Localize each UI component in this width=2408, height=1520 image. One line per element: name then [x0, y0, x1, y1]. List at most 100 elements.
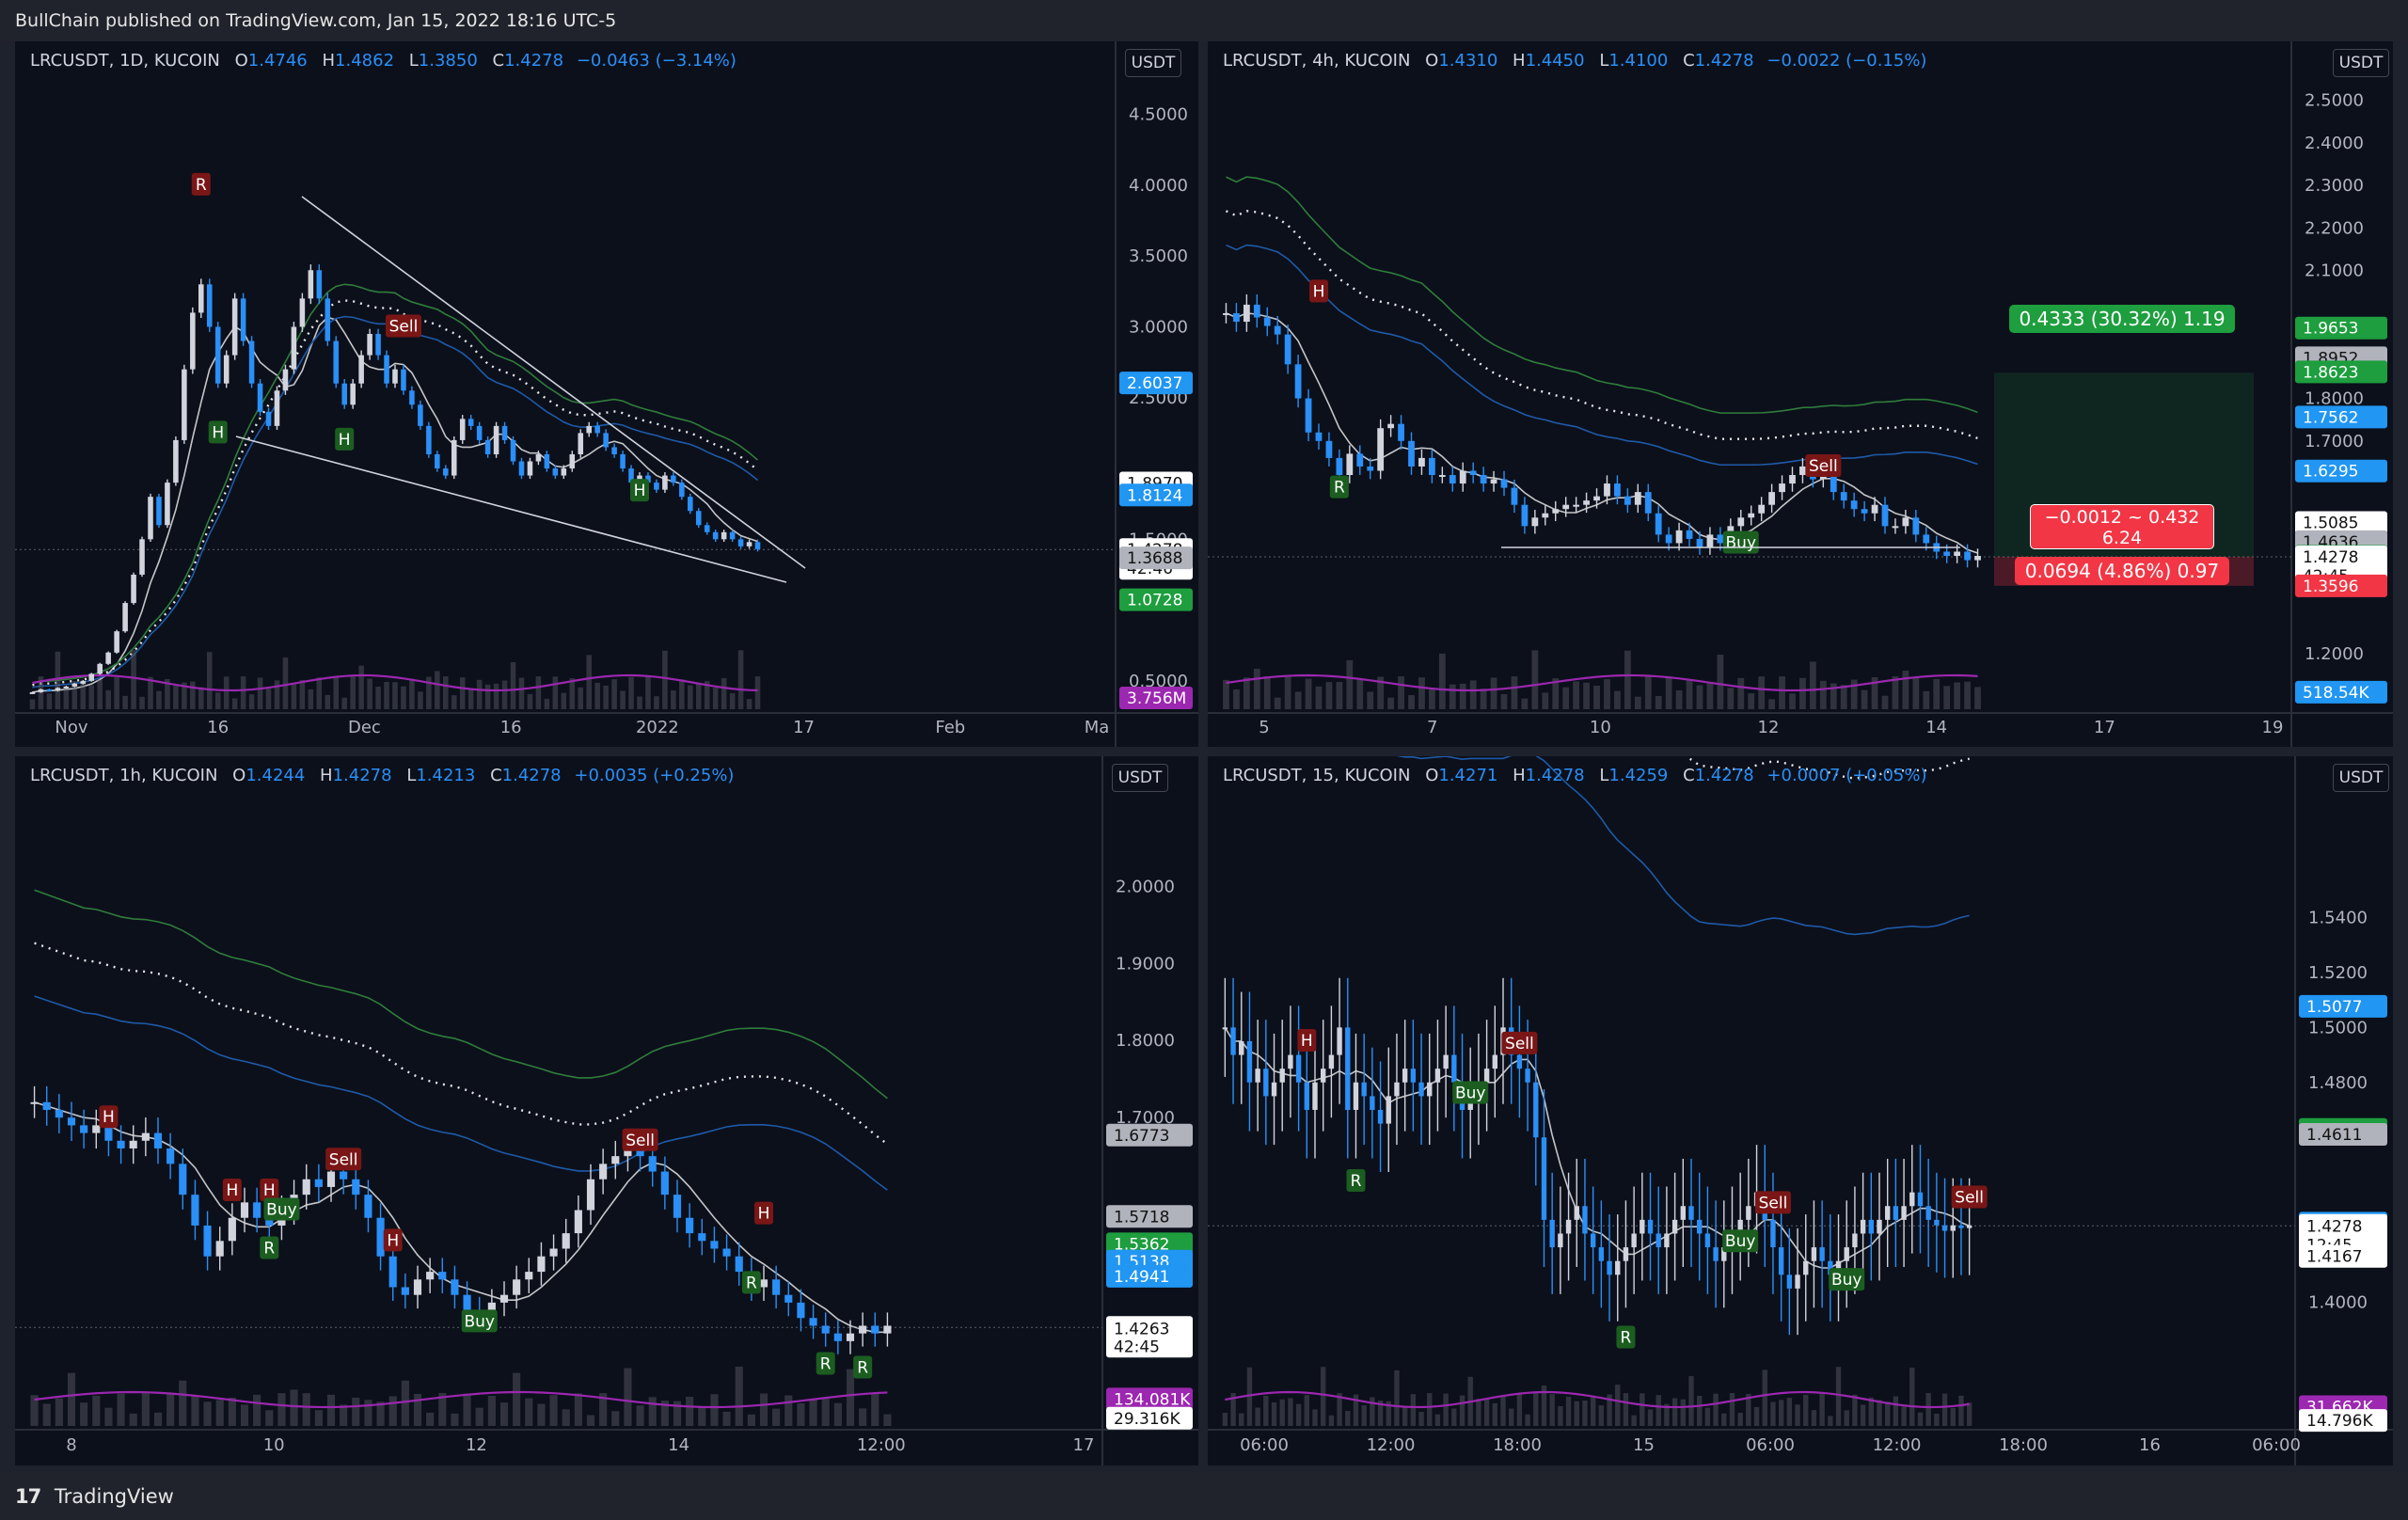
candle — [291, 322, 297, 374]
ohlc-header: LRCUSDT, 1h, KUCOIN O1.4244 H1.4278 L1.4… — [30, 766, 735, 785]
signal-badge-sell: Sell — [622, 1128, 658, 1151]
candle — [1573, 497, 1580, 514]
candle — [1871, 497, 1878, 522]
volume-bar — [686, 1396, 694, 1426]
svg-text:518.54K: 518.54K — [2303, 684, 2369, 703]
close-value: 1.4278 — [501, 766, 562, 785]
candle — [1634, 483, 1641, 514]
candle — [746, 539, 752, 549]
volume-bar — [401, 1380, 409, 1426]
candle — [586, 421, 592, 437]
candle — [513, 1265, 521, 1309]
candle — [1877, 1172, 1882, 1281]
ma-long-line — [34, 889, 888, 1100]
candle — [1233, 303, 1240, 332]
currency-button[interactable]: USDT — [1112, 764, 1168, 792]
chart-panel-15m[interactable]: LRCUSDT, 15, KUCOIN O1.4271 H1.4278 L1.4… — [1208, 756, 2393, 1465]
candle — [809, 1305, 817, 1339]
candle — [1410, 1020, 1417, 1132]
candle — [231, 293, 238, 360]
candle — [1451, 1005, 1457, 1132]
candle — [257, 379, 263, 417]
volume-bar — [67, 1372, 76, 1426]
candle — [1521, 497, 1529, 534]
volume-bar — [679, 679, 685, 709]
chart-panel-1d[interactable]: LRCUSDT, 1D, KUCOIN O1.4746 H1.4862 L1.3… — [15, 41, 1198, 747]
ma-fast-line — [1224, 1026, 1970, 1269]
footer-brand[interactable]: TradingView — [54, 1485, 174, 1508]
time-axis-tick: 10 — [1590, 718, 1611, 737]
svg-text:1.7562: 1.7562 — [2303, 408, 2358, 427]
volume-bar — [1664, 1403, 1670, 1426]
profit-target-box[interactable]: 0.4333 (30.32%) 1.19 — [2009, 305, 2235, 333]
volume-bar — [1923, 690, 1930, 709]
candle — [1315, 423, 1323, 451]
price-tag: 1.6773 — [1106, 1123, 1193, 1147]
candle — [1492, 1005, 1497, 1118]
volume-bar — [71, 680, 78, 709]
candle — [620, 451, 626, 472]
volume-bar — [1562, 687, 1570, 709]
volume-bar — [1542, 692, 1549, 709]
candle — [1706, 527, 1714, 555]
high-value: 1.4278 — [332, 766, 392, 785]
volume-bar — [1647, 1409, 1654, 1426]
candle — [1469, 462, 1477, 483]
chart-panel-1h[interactable]: LRCUSDT, 1h, KUCOIN O1.4244 H1.4278 L1.4… — [15, 756, 1198, 1465]
chart-panel-4h[interactable]: LRCUSDT, 4h, KUCOIN O1.4310 H1.4450 L1.4… — [1208, 41, 2393, 747]
volume-bar — [671, 690, 676, 709]
currency-button[interactable]: USDT — [2333, 764, 2389, 792]
ma-fast-line — [32, 316, 758, 693]
open-value: 1.4244 — [246, 766, 306, 785]
currency-button[interactable]: USDT — [1125, 49, 1181, 77]
volume-bar — [784, 1395, 793, 1426]
candle — [1295, 1005, 1302, 1132]
candle — [67, 1101, 76, 1142]
volume-bar — [1917, 1412, 1924, 1426]
volume-bar — [1428, 689, 1435, 709]
candle — [401, 364, 406, 395]
candle — [165, 479, 170, 529]
low-value: 1.4213 — [416, 766, 476, 785]
candle — [314, 1164, 323, 1202]
volume-bar — [367, 678, 372, 709]
volume-bar — [1819, 680, 1827, 709]
signal-badge-sell: Sell — [325, 1148, 362, 1171]
candle — [544, 451, 550, 472]
candle — [274, 386, 280, 431]
candle — [350, 379, 356, 409]
price-axis-tick: 2.3000 — [2305, 176, 2364, 196]
candle — [459, 415, 466, 444]
candle — [63, 686, 70, 689]
volume-bar — [637, 696, 642, 709]
price-axis-tick: 1.2000 — [2305, 644, 2364, 664]
candle — [1624, 488, 1631, 514]
ma-slow-line — [34, 995, 888, 1191]
price-axis-tick: 2.4000 — [2305, 134, 2364, 153]
volume-bar — [1459, 1395, 1465, 1426]
candle — [1923, 527, 1930, 551]
candle — [248, 336, 255, 388]
price-axis-tick: 1.5400 — [2308, 908, 2368, 927]
volume-bar — [620, 690, 626, 709]
open-value: 1.4271 — [1438, 766, 1498, 785]
svg-text:Buy: Buy — [1726, 533, 1757, 552]
volume-bar — [1574, 1401, 1579, 1426]
time-axis-tick: 5 — [1259, 718, 1269, 737]
volume-bar — [1246, 1367, 1253, 1426]
candle — [1321, 1020, 1326, 1132]
volume-bar — [1893, 1396, 1899, 1426]
candle — [821, 1312, 830, 1347]
candle — [1647, 1172, 1654, 1281]
volume-bar — [1509, 1408, 1514, 1426]
candle — [341, 379, 347, 409]
volume-bar — [326, 1394, 336, 1426]
currency-button[interactable]: USDT — [2333, 49, 2389, 77]
candle — [501, 421, 508, 444]
candle — [30, 1085, 39, 1118]
candle — [1541, 1089, 1547, 1268]
position-info-box[interactable]: −0.0012 ~ 0.432 6.24 — [2030, 504, 2214, 549]
candle — [1717, 527, 1724, 551]
stop-loss-box[interactable]: 0.0694 (4.86%) 0.97 — [2015, 557, 2229, 585]
signal-badge-r: R — [1329, 475, 1349, 499]
